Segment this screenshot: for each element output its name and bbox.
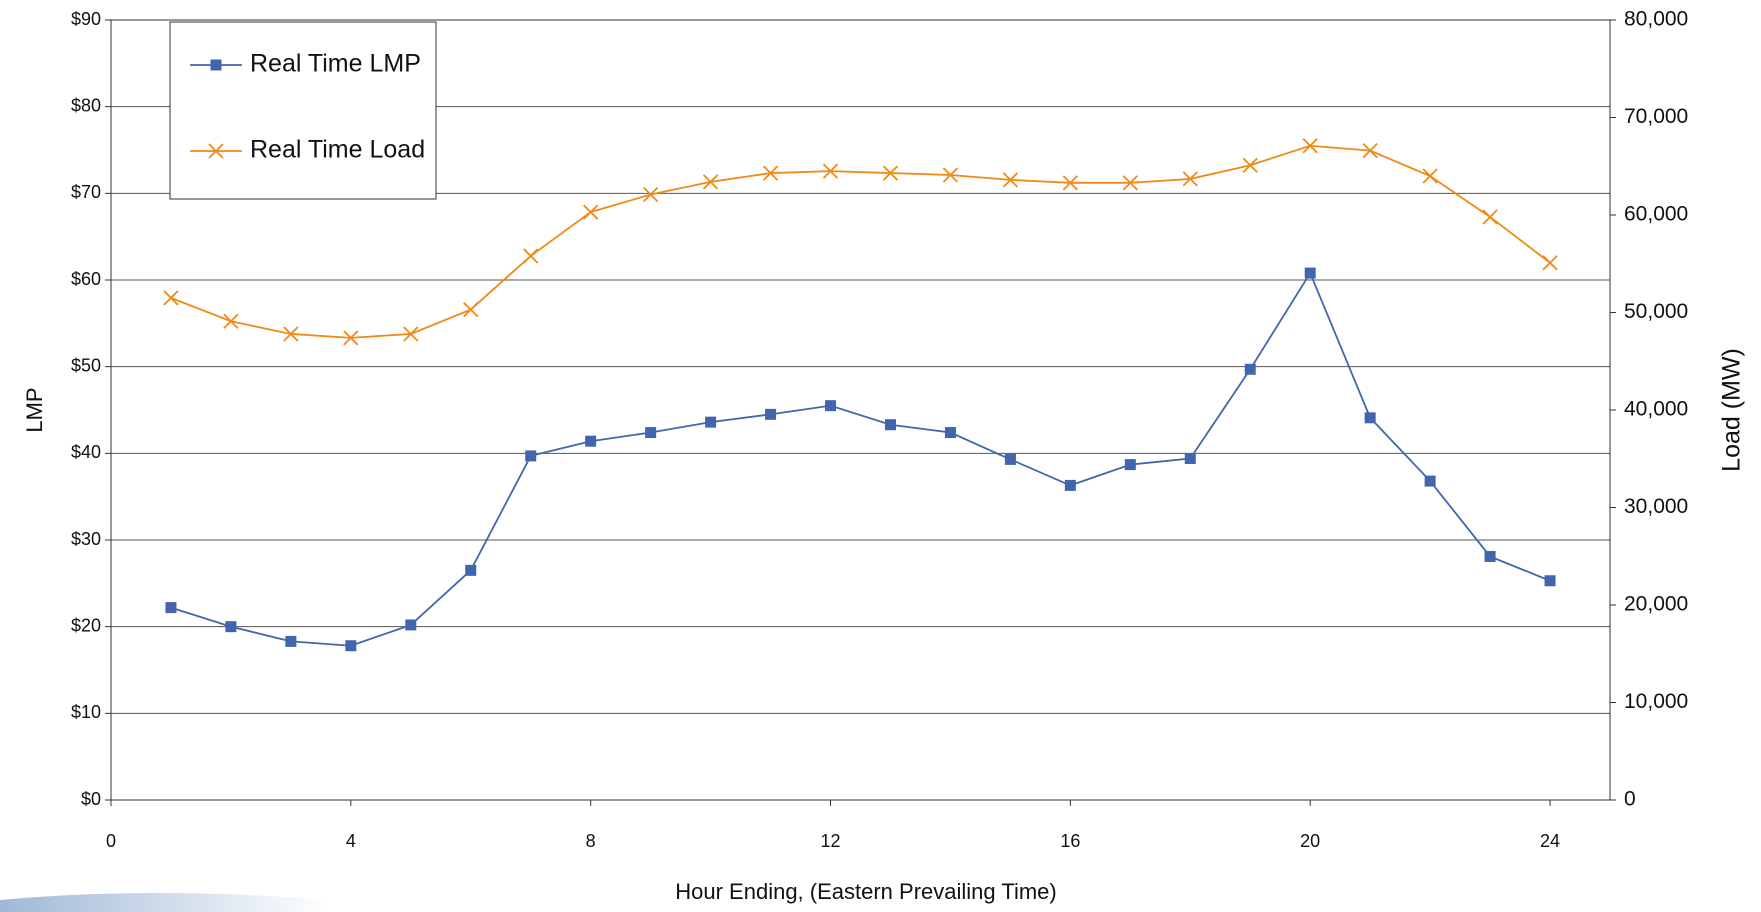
marker (822, 163, 839, 179)
marker (1302, 138, 1318, 154)
decoration (0, 893, 330, 912)
marker (525, 450, 537, 462)
marker (1064, 479, 1076, 491)
legend-box (169, 21, 437, 200)
x-tick-label: 8 (586, 831, 596, 851)
marker (645, 427, 657, 439)
y2-tick-label: 80,000 (1624, 8, 1688, 31)
y2-axis-label: Load (MW) (1718, 348, 1746, 472)
series-line (170, 144, 1551, 339)
y2-tick-label: 60,000 (1624, 203, 1688, 226)
y-tick-label: $10 (71, 702, 101, 722)
marker (163, 290, 179, 306)
marker (1422, 168, 1438, 184)
legend-label: Real Time LMP (250, 50, 421, 78)
marker (765, 408, 777, 420)
marker (1184, 453, 1196, 465)
y-tick-label: $60 (71, 269, 101, 289)
y-tick-label: $0 (81, 789, 101, 809)
y-tick-label: $50 (71, 355, 101, 375)
marker (210, 59, 222, 71)
marker (225, 621, 237, 633)
marker (705, 416, 717, 428)
marker (583, 204, 599, 220)
y-tick-label: $70 (71, 182, 101, 202)
x-axis-label: Hour Ending, (Eastern Prevailing Time) (675, 879, 1057, 904)
y-tick-label: $30 (71, 529, 101, 549)
x-tick-label: 24 (1540, 831, 1560, 851)
marker (585, 435, 597, 447)
marker (944, 427, 956, 439)
marker (405, 619, 417, 631)
y-axis-label: LMP (22, 387, 47, 432)
x-tick-label: 20 (1300, 831, 1320, 851)
marker (343, 330, 359, 346)
marker (1242, 157, 1258, 173)
marker (942, 167, 959, 183)
marker (1062, 175, 1078, 191)
y2-tick-label: 0 (1624, 788, 1636, 811)
y-tick-label: $90 (71, 9, 101, 29)
marker (208, 143, 224, 159)
marker (1122, 175, 1138, 191)
marker (345, 640, 357, 652)
marker (825, 400, 837, 412)
marker (702, 174, 719, 190)
y2-tick-label: 20,000 (1624, 593, 1688, 616)
marker (1362, 143, 1378, 159)
marker (1542, 255, 1558, 271)
y2-tick-label: 30,000 (1624, 495, 1688, 518)
marker (1244, 363, 1256, 375)
x-tick-label: 16 (1060, 831, 1080, 851)
marker (1482, 209, 1498, 225)
marker (643, 186, 659, 203)
legend-label: Real Time Load (250, 136, 425, 164)
marker (1002, 172, 1019, 188)
x-tick-label: 0 (106, 831, 116, 851)
marker (882, 165, 899, 181)
marker (165, 602, 177, 614)
marker (283, 326, 299, 342)
x-tick-label: 4 (346, 831, 356, 851)
marker (523, 248, 539, 264)
y2-tick-label: 50,000 (1624, 300, 1688, 323)
plot-frame (110, 19, 1611, 801)
y2-tick-label: 70,000 (1624, 105, 1688, 128)
marker (884, 419, 896, 431)
y-tick-label: $80 (71, 95, 101, 115)
marker (1424, 475, 1436, 487)
marker (1124, 459, 1136, 471)
marker (1004, 453, 1016, 465)
marker (403, 326, 419, 342)
y-tick-label: $40 (71, 442, 101, 462)
marker (223, 313, 239, 329)
marker (465, 564, 477, 576)
y2-tick-label: 10,000 (1624, 690, 1688, 713)
marker (1484, 550, 1496, 562)
marker (1182, 171, 1198, 187)
marker (762, 165, 779, 181)
x-tick-label: 12 (821, 831, 841, 851)
marker (1544, 575, 1556, 587)
marker (1364, 412, 1376, 424)
series-line (170, 271, 1551, 647)
y-tick-label: $20 (71, 615, 101, 635)
marker (1304, 267, 1316, 279)
y2-tick-label: 40,000 (1624, 398, 1688, 421)
marker (285, 635, 297, 647)
marker (463, 301, 479, 318)
